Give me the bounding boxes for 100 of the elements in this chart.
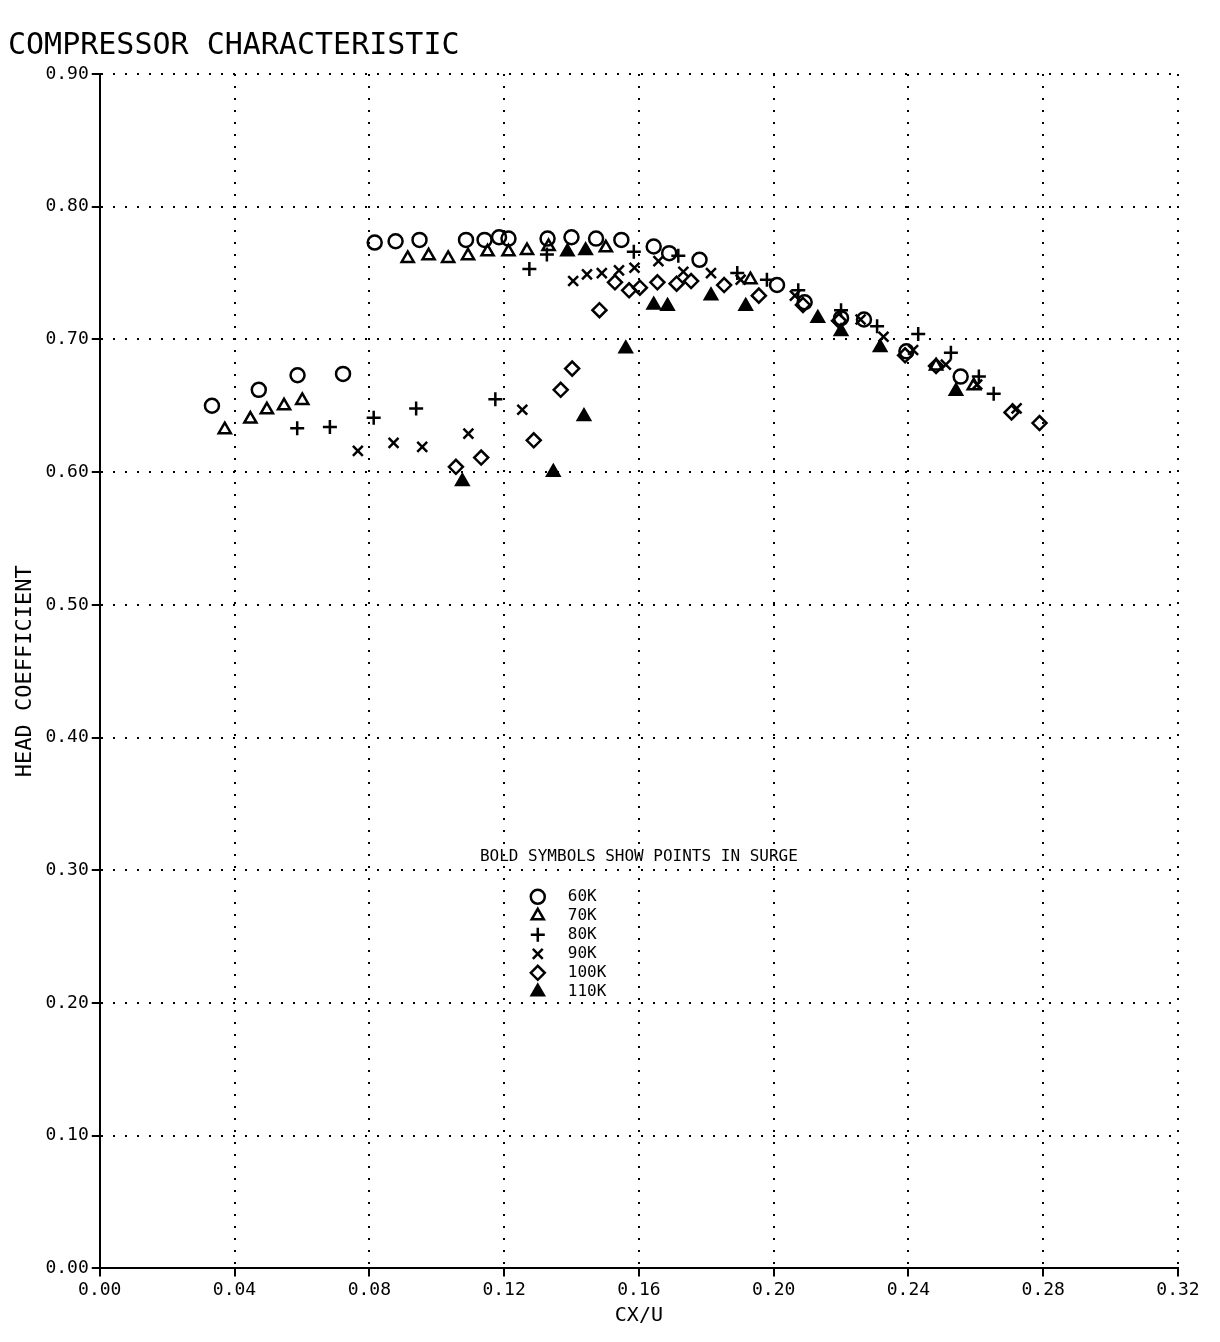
point [928,357,944,371]
point [460,247,476,261]
point [645,238,662,255]
point [351,444,365,458]
point [872,339,888,353]
point [545,463,561,477]
point [620,282,638,299]
point [276,397,292,411]
y-tick-label: 0.00 [45,1256,89,1278]
y-tick-label: 0.40 [45,725,89,747]
point [243,410,258,424]
y-tick-label: 0.10 [45,1123,89,1145]
point [490,228,508,246]
x-tick-label: 0.16 [617,1277,661,1299]
x-tick-label: 0.00 [78,1277,122,1299]
point [909,325,927,343]
x-tick-label: 0.32 [1156,1277,1200,1299]
point [625,243,643,261]
point [217,421,233,435]
y-tick-label: 0.50 [45,592,89,614]
point [387,232,404,250]
point [668,275,685,292]
point [480,243,495,257]
point [613,231,630,249]
point [682,272,700,290]
point [416,440,429,454]
point [691,251,708,269]
point [457,231,475,249]
point [521,260,538,278]
point [1031,414,1048,432]
point [898,343,915,360]
point [618,340,634,354]
x-tick-label: 0.24 [886,1277,931,1299]
point [576,408,592,422]
x-axis-title: CX/U [614,1302,663,1327]
x-tick-label: 0.28 [1021,1277,1065,1299]
point [500,230,517,247]
y-tick-label: 0.90 [45,61,89,83]
y-tick-label: 0.60 [45,459,89,481]
point [525,432,542,449]
annotation: BOLD SYMBOLS SHOW POINTS IN SURGE [479,846,798,866]
point [580,268,594,281]
point [591,301,608,319]
point [652,254,665,268]
point [927,357,945,375]
point [563,228,580,246]
point [906,343,920,357]
point [612,264,626,277]
chart-title: COMPRESSOR CHARACTERISTIC [8,25,460,61]
point [566,274,580,288]
point [552,381,569,399]
point [289,367,306,384]
point [288,420,306,437]
legend-label: 100K [567,961,607,981]
point [1003,404,1020,421]
point [952,368,969,385]
point [447,458,465,476]
point [321,418,339,436]
point [715,276,733,294]
point [896,347,914,364]
point [948,382,964,396]
point [598,239,614,253]
point [476,231,493,249]
x-tick-label: 0.08 [347,1277,391,1299]
y-tick-label: 0.30 [45,857,89,879]
point [541,238,556,252]
point [595,266,609,280]
legend-label: 90K [567,942,598,962]
point [738,297,753,311]
point [472,449,490,466]
point [606,274,624,291]
legend-label: 60K [567,885,598,905]
point [259,401,275,415]
point [649,274,666,291]
x-tick-label: 0.20 [751,1277,796,1299]
point [421,247,436,261]
point [501,243,516,257]
point [768,276,786,294]
y-tick-label: 0.80 [45,194,89,216]
point [400,250,416,264]
point [942,344,960,361]
point [455,473,470,487]
y-tick-label: 0.20 [45,990,89,1012]
point [563,360,581,377]
point [704,266,718,280]
point [366,234,383,251]
point [334,365,352,383]
y-axis-title: HEAD COEFFICIENT [10,565,36,778]
point [440,250,456,264]
x-tick-label: 0.12 [482,1277,526,1299]
point [855,311,873,328]
y-tick-label: 0.70 [45,327,89,349]
point [660,297,675,311]
point [539,230,556,247]
point [411,231,428,249]
point [743,271,758,285]
point [462,427,475,440]
x-tick-label: 0.04 [212,1277,257,1299]
point [750,287,768,304]
point [939,358,953,371]
